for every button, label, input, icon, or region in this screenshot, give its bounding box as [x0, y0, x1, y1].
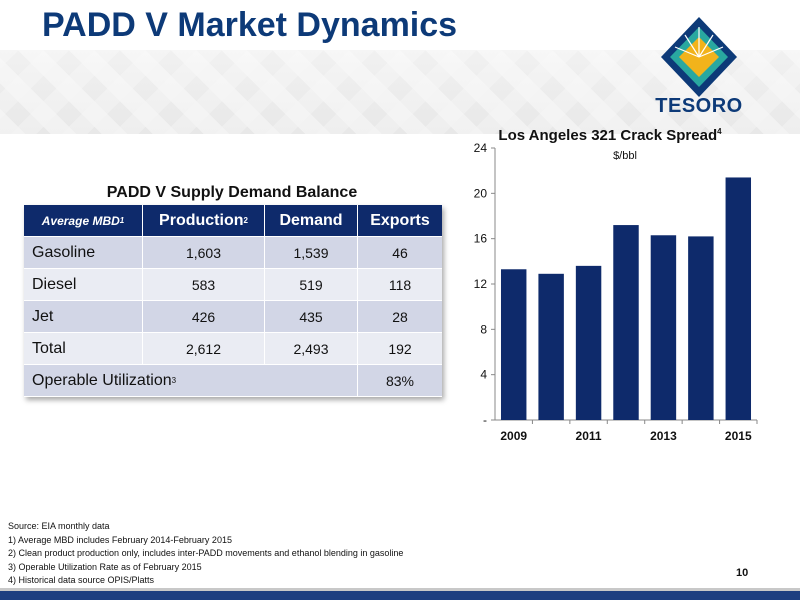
page-title: PADD V Market Dynamics — [42, 6, 458, 44]
header-band — [0, 50, 800, 134]
production-value: 583 — [143, 269, 265, 301]
chart-title-text: Los Angeles 321 Crack Spread — [498, 127, 717, 144]
header-average-mbd-label: Average MBD — [41, 213, 120, 228]
header-production: Production 2 — [143, 205, 265, 237]
utilization-value: 83% — [358, 365, 442, 397]
demand-value: 1,539 — [265, 237, 358, 269]
exports-value: 28 — [358, 301, 442, 333]
utilization-label-text: Operable Utilization — [32, 371, 172, 389]
header-average-mbd: Average MBD 1 — [24, 205, 143, 237]
bar-2009 — [500, 269, 527, 420]
bar-2013 — [650, 235, 677, 420]
y-tick-label: 20 — [474, 186, 488, 200]
footer-bar — [0, 591, 800, 600]
x-tick-label: 2009 — [500, 429, 527, 443]
demand-value: 435 — [265, 301, 358, 333]
table-row: Diesel 583 519 118 — [24, 269, 442, 301]
header-exports: Exports — [358, 205, 442, 237]
y-tick-label: 8 — [480, 322, 487, 336]
x-tick-label: 2011 — [576, 429, 602, 443]
bar-2012 — [613, 225, 639, 420]
footnote-line: 2) Clean product production only, includ… — [8, 548, 404, 558]
y-tick-label: 24 — [474, 141, 488, 155]
header-production-label: Production — [159, 211, 244, 229]
table-row: Total 2,612 2,493 192 — [24, 333, 442, 365]
y-tick-label: - — [483, 413, 487, 427]
y-tick-label: 16 — [474, 232, 488, 246]
header-demand: Demand — [265, 205, 358, 237]
exports-value: 192 — [358, 333, 442, 365]
bar-2014 — [688, 236, 714, 420]
header-pattern — [0, 50, 800, 134]
y-tick-label: 12 — [474, 277, 488, 291]
production-value: 2,612 — [143, 333, 265, 365]
production-value: 426 — [143, 301, 265, 333]
table-title: PADD V Supply Demand Balance — [106, 184, 358, 201]
exports-value: 118 — [358, 269, 442, 301]
table-row: Gasoline 1,603 1,539 46 — [24, 237, 442, 269]
row-label: Total — [24, 333, 143, 365]
demand-value: 2,493 — [265, 333, 358, 365]
bar-2010 — [538, 273, 564, 420]
footnote-line: 1) Average MBD includes February 2014-Fe… — [8, 534, 232, 545]
x-tick-label: 2013 — [650, 429, 677, 443]
tesoro-logo-icon — [661, 17, 737, 97]
table-row: Jet 426 435 28 — [24, 301, 442, 333]
footnote-line: 4) Historical data source OPIS/Platts — [8, 575, 155, 585]
chart-unit-label: $/bbl — [613, 150, 637, 162]
row-label: Diesel — [24, 269, 143, 301]
footnotes: Source: EIA monthly data 1) Average MBD … — [8, 520, 403, 588]
footer-divider — [0, 588, 800, 591]
demand-value: 519 — [265, 269, 358, 301]
production-value: 1,603 — [143, 237, 265, 269]
y-tick-label: 4 — [480, 368, 487, 382]
bar-2011 — [575, 265, 602, 420]
page-number: 10 — [736, 567, 749, 579]
chart-title-note: 4 — [717, 127, 722, 136]
row-label: Jet — [24, 301, 143, 333]
chart-title: Los Angeles 321 Crack Spread4 — [498, 127, 722, 144]
footnote-line: Source: EIA monthly data — [8, 521, 110, 531]
x-tick-label: 2015 — [725, 429, 752, 443]
chart-plot-area: - 4 8 12 16 20 24 2009 2011 2013 2015 — [474, 141, 758, 443]
row-label: Gasoline — [24, 237, 143, 269]
bar-2015 — [725, 177, 752, 420]
crack-spread-chart: Los Angeles 321 Crack Spread4 $/bbl -481… — [474, 127, 758, 443]
supply-demand-table: Average MBD 1 Production 2 Demand Exports … — [24, 205, 442, 397]
footnote-line: 3) Operable Utilization Rate as of Febru… — [8, 561, 202, 572]
utilization-row: Operable Utilization 3 83% — [24, 365, 442, 397]
table-header-row: Average MBD 1 Production 2 Demand Exports — [24, 205, 442, 237]
exports-value: 46 — [358, 237, 442, 269]
utilization-label: Operable Utilization 3 — [24, 365, 358, 397]
logo-text: TESORO — [655, 95, 743, 117]
